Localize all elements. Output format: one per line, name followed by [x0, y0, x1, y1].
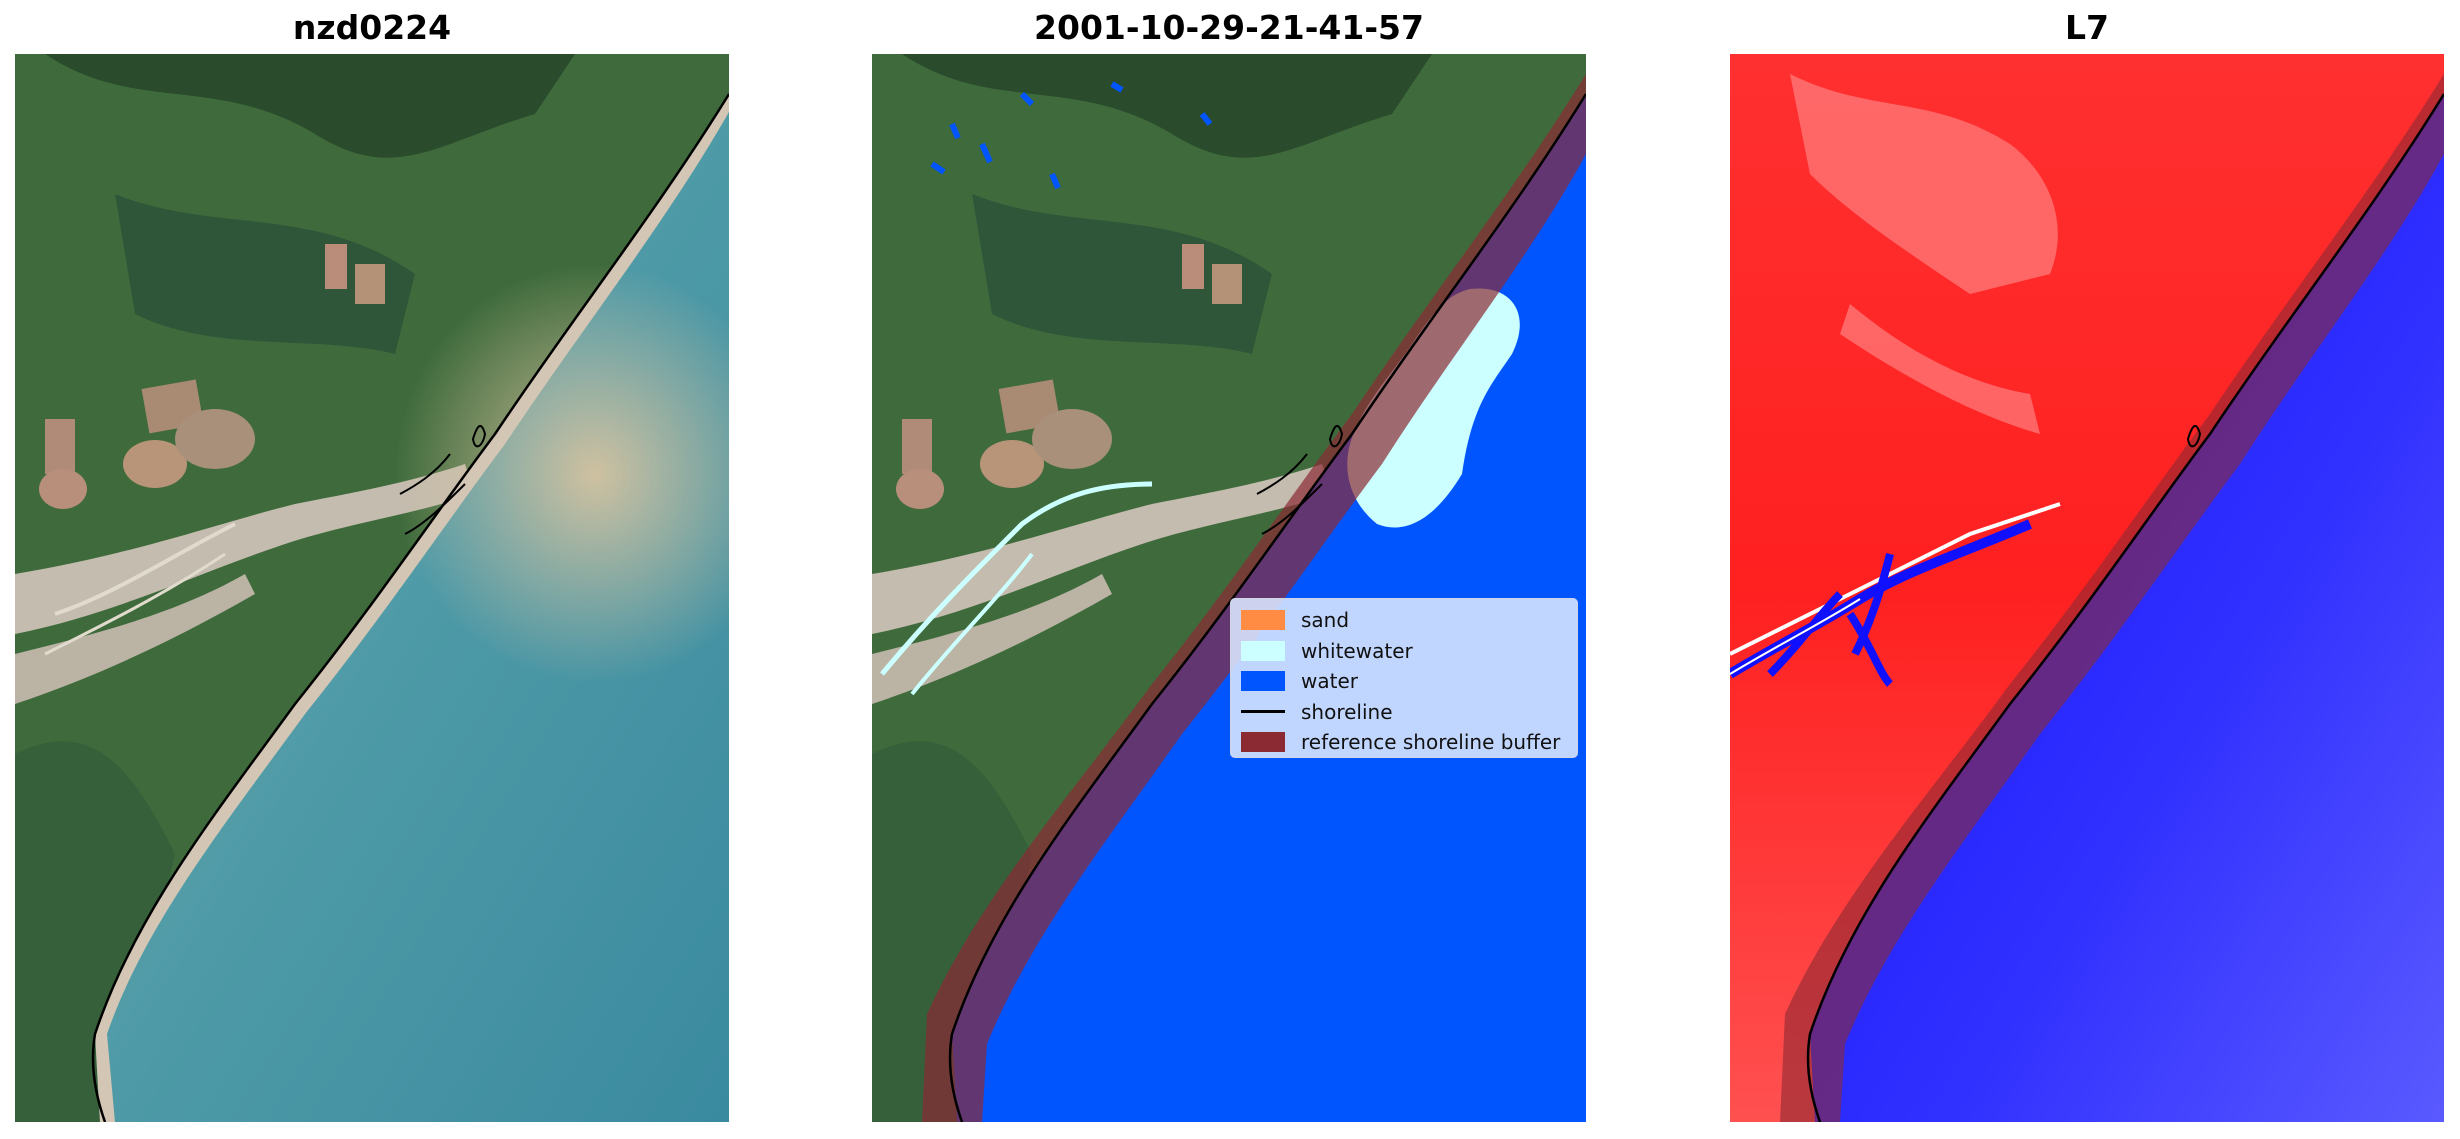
legend: sand whitewater water shoreline referenc… [1230, 598, 1578, 758]
legend-label: reference shoreline buffer [1301, 730, 1561, 755]
panel-rgb: nzd0224 [15, 0, 729, 1139]
panel-title: 2001-10-29-21-41-57 [1034, 8, 1424, 47]
legend-label: whitewater [1301, 638, 1413, 663]
sand-swatch [1241, 610, 1285, 631]
whitewater-swatch [1241, 640, 1285, 661]
legend-label: shoreline [1301, 699, 1393, 724]
rgb-satellite-image [15, 54, 729, 1122]
legend-label: water [1301, 669, 1358, 694]
buffer-swatch [1241, 732, 1285, 753]
legend-item-sand: sand [1241, 605, 1567, 636]
panel-l7: L7 [1730, 0, 2444, 1139]
shoreline-line-swatch [1241, 710, 1285, 714]
panel-title: nzd0224 [292, 8, 452, 47]
water-swatch [1241, 671, 1285, 692]
legend-item-shoreline: shoreline [1241, 697, 1567, 728]
legend-label: sand [1301, 608, 1350, 633]
legend-item-whitewater: whitewater [1241, 636, 1567, 667]
panel-classification: 2001-10-29-21-41-57 [872, 0, 1586, 1139]
classification-image [872, 54, 1586, 1122]
legend-item-buffer: reference shoreline buffer [1241, 727, 1567, 758]
legend-item-water: water [1241, 666, 1567, 697]
panel-title: L7 [2065, 8, 2109, 47]
l7-index-image [1730, 54, 2444, 1122]
